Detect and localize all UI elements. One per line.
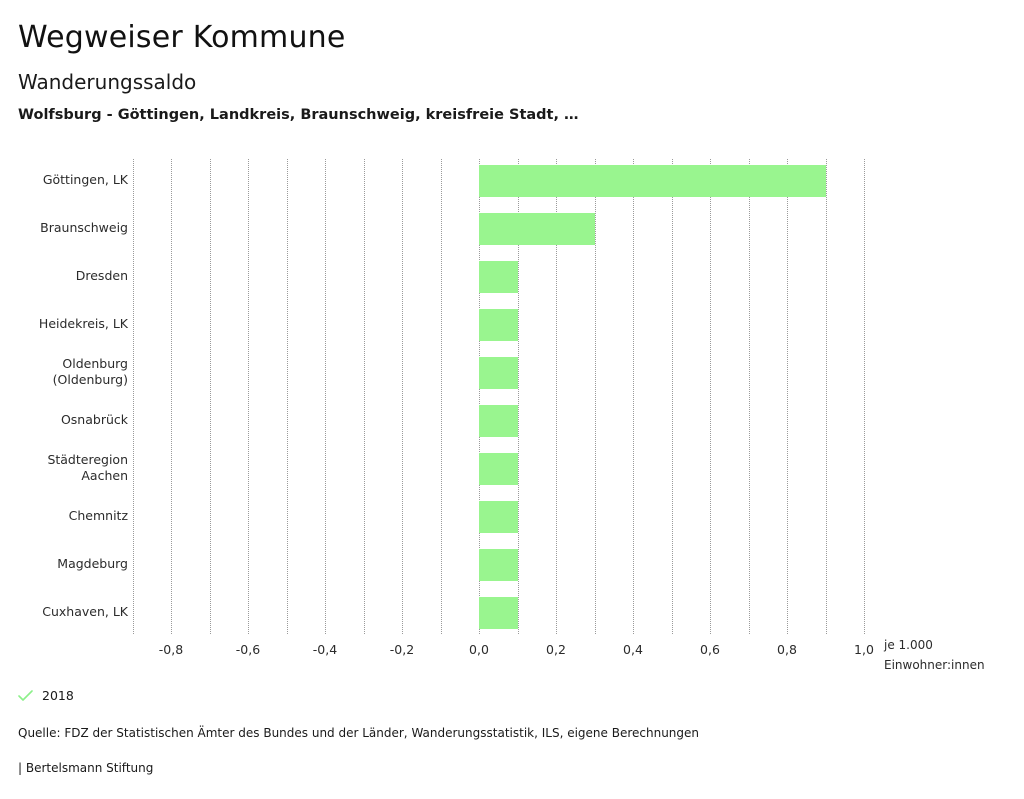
gridline xyxy=(864,159,865,634)
gridline xyxy=(594,159,596,634)
category-label: Osnabrück xyxy=(60,412,128,427)
x-tick-label: -0,8 xyxy=(158,642,184,657)
bar[interactable] xyxy=(479,357,518,389)
category-label: Oldenburg (Oldenburg) xyxy=(52,356,128,387)
bar[interactable] xyxy=(479,453,518,485)
gridline xyxy=(171,159,172,634)
gridline xyxy=(748,159,750,634)
gridline xyxy=(248,159,249,634)
bar[interactable] xyxy=(479,597,518,629)
grid-layer xyxy=(0,155,1024,635)
gridline xyxy=(132,159,134,634)
x-axis-unit-label: je 1.000 Einwohner:innen xyxy=(884,638,985,672)
gridline xyxy=(209,159,211,634)
gridline xyxy=(325,159,326,634)
category-label: Städteregion Aachen xyxy=(47,452,128,483)
gridline xyxy=(825,159,827,634)
x-axis: je 1.000 Einwohner:innen -0,8 -0,6 -0,4 -0,… xyxy=(0,635,1024,685)
chart-footer: Quelle: FDZ der Statistischen Ämter des … xyxy=(18,727,998,774)
bar[interactable] xyxy=(479,309,518,341)
gridline xyxy=(517,159,519,634)
x-tick-label: 0,0 xyxy=(469,642,489,657)
category-label: Heidekreis, LK xyxy=(38,316,128,331)
category-label: Göttingen, LK xyxy=(42,172,128,187)
category-labels-layer: Göttingen, LK Braunschweig Dresden Heidekre… xyxy=(0,155,1024,635)
source-note: Quelle: FDZ der Statistischen Ämter des … xyxy=(18,726,700,740)
category-label: Braunschweig xyxy=(40,220,128,235)
bar[interactable] xyxy=(479,405,518,437)
gridline xyxy=(710,159,711,634)
legend-item-label: 2018 xyxy=(42,688,74,704)
bar[interactable] xyxy=(479,549,518,581)
bar[interactable] xyxy=(479,261,518,293)
x-tick-label: 0,2 xyxy=(546,642,566,657)
chart-legend[interactable]: 2018 xyxy=(18,687,74,706)
x-tick-label: -0,6 xyxy=(235,642,261,657)
app-title: Wegweiser Kommune xyxy=(18,20,346,55)
publisher-note: | Bertelsmann Stiftung xyxy=(18,761,154,775)
gridline xyxy=(671,159,673,634)
category-label: Chemnitz xyxy=(68,508,128,523)
gridline xyxy=(440,159,442,634)
gridline xyxy=(633,159,634,634)
gridline xyxy=(363,159,365,634)
x-tick-label: 0,4 xyxy=(623,642,643,657)
chart-header: Wegweiser Kommune Wanderungssaldo Wolfsb… xyxy=(18,0,1008,123)
gridline xyxy=(787,159,788,634)
check-icon xyxy=(18,687,33,706)
gridline xyxy=(402,159,403,634)
category-label: Magdeburg xyxy=(57,556,128,571)
category-label: Dresden xyxy=(75,268,128,283)
x-tick-label: 0,8 xyxy=(777,642,797,657)
gridline xyxy=(556,159,557,634)
category-label: Cuxhaven, LK xyxy=(42,604,128,619)
bar[interactable] xyxy=(479,213,595,245)
bar[interactable] xyxy=(479,165,826,197)
chart-title: Wanderungssaldo xyxy=(18,70,197,94)
x-tick-label: -0,4 xyxy=(312,642,338,657)
chart-plot-area: Göttingen, LK Braunschweig Dresden Heidekre… xyxy=(0,155,1024,635)
gridline xyxy=(479,159,480,634)
bars-layer xyxy=(0,155,1024,635)
bar[interactable] xyxy=(479,501,518,533)
region-subtitle: Wolfsburg - Göttingen, Landkreis, Brauns… xyxy=(18,107,579,123)
x-tick-label: 1,0 xyxy=(854,642,874,657)
gridline xyxy=(286,159,288,634)
x-tick-label: -0,2 xyxy=(389,642,415,657)
x-tick-label: 0,6 xyxy=(700,642,720,657)
